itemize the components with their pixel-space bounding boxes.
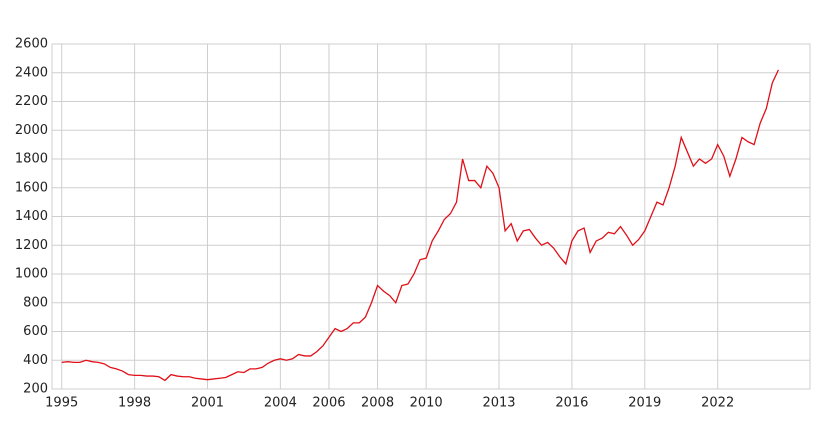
- y-tick-label: 2600: [15, 37, 48, 52]
- y-tick-label: 200: [23, 382, 48, 397]
- y-tick-label: 1200: [15, 238, 48, 253]
- y-tick-label: 1400: [15, 209, 48, 224]
- y-tick-label: 2000: [15, 123, 48, 138]
- x-tick-label: 2001: [191, 396, 224, 411]
- x-tick-label: 2010: [410, 396, 443, 411]
- x-tick-label: 1995: [45, 396, 78, 411]
- y-tick-label: 800: [23, 295, 48, 310]
- y-tick-label: 1800: [15, 152, 48, 167]
- y-tick-label: 600: [23, 324, 48, 339]
- y-tick-label: 2200: [15, 94, 48, 109]
- y-tick-label: 1000: [15, 267, 48, 282]
- x-tick-label: 2006: [312, 396, 345, 411]
- x-tick-label: 2013: [482, 396, 515, 411]
- x-tick-label: 2008: [361, 396, 394, 411]
- x-tick-label: 2016: [555, 396, 588, 411]
- x-tick-label: 1998: [118, 396, 151, 411]
- price-line: [61, 69, 780, 382]
- x-tick-label: 2004: [264, 396, 297, 411]
- y-tick-label: 2400: [15, 65, 48, 80]
- y-tick-label: 400: [23, 353, 48, 368]
- plot-frame: [51, 43, 811, 390]
- x-tick-label: 2019: [628, 396, 661, 411]
- y-tick-label: 1600: [15, 180, 48, 195]
- x-tick-label: 2022: [701, 396, 734, 411]
